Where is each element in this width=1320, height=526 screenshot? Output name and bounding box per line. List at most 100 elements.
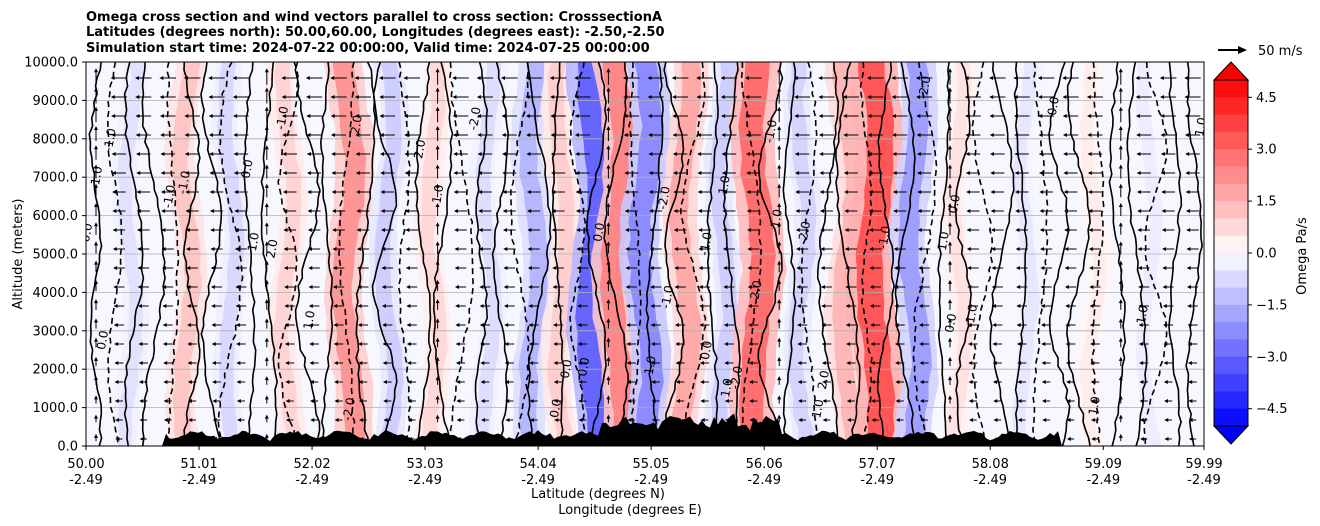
wind-vector-head [264,87,269,92]
wind-vector-head [111,114,116,118]
wind-vector-head [527,266,532,270]
wind-vector-head [1038,114,1043,118]
wind-vector-head [264,395,269,400]
wind-vector-head [453,152,458,156]
wind-vector-head [649,247,654,251]
wind-vector-head [1017,399,1022,403]
wind-vector-head [505,418,510,422]
wind-vector-head [138,342,143,346]
wind-vector-head [1118,106,1123,111]
wind-vector-head [623,133,628,137]
wind-vector-head [948,125,952,130]
wind-vector-head [720,76,725,80]
wind-vector-head [136,190,141,194]
wind-vector-head [1135,95,1140,99]
wind-vector-head [111,133,116,137]
wind-vector-head [647,95,652,99]
x-axis-label-lon: Longitude (degrees E) [558,503,702,518]
wind-vector-head [917,171,922,175]
wind-vector-head [407,361,412,365]
contour-line [414,62,432,446]
wind-vector-head [868,190,873,194]
wind-vector-head [94,241,98,246]
wind-vector-head [650,304,655,308]
contour-label: -2.0 [728,365,746,390]
wind-vector-head [331,209,336,213]
wind-vector-head [309,380,314,384]
wind-vector-head [435,164,440,169]
wind-vector-head [965,114,970,118]
wind-vector-head [650,342,655,346]
wind-vector-head [357,285,362,289]
wind-vector-head [965,171,970,175]
wind-vector-head [777,145,782,150]
contour-line [448,62,475,446]
wind-vector-head [895,418,900,422]
contour-line [585,62,608,446]
wind-vector-head [700,380,705,384]
contour-label: -1.0 [767,208,785,233]
wind-vector-head [1066,380,1071,384]
contour-line [277,62,300,446]
wind-vector-head [989,114,994,118]
wind-vector-head [551,228,556,232]
wind-vector-head [282,133,287,137]
wind-vector-head [868,228,873,232]
wind-vector-head [186,304,191,308]
colorbar-level [1214,218,1248,237]
wind-vector-head [673,228,678,232]
wind-vector-head [453,209,458,213]
wind-vector-head [1188,437,1193,441]
wind-vector-head [112,247,117,251]
wind-vector-head [1162,304,1167,308]
wind-vector-head [307,190,312,194]
wind-vector-head [575,190,580,194]
wind-vector-head [651,399,656,403]
contour-line [319,62,334,446]
wind-vector-head [333,323,338,327]
wind-vector-head [777,376,782,381]
wind-vector-head [1163,342,1168,346]
x-tick-label-lon: -2.49 [521,473,555,488]
wind-vector-head [845,304,850,308]
wind-vector-head [264,279,269,284]
wind-vector-head [264,125,269,130]
wind-vector-head [1164,418,1169,422]
y-tick-label: 8000.0 [33,132,79,147]
contour-line [937,62,951,446]
wind-vector-head [948,183,952,188]
wind-vector-head [821,323,826,327]
wind-vector-head [624,190,629,194]
x-tick-label-lat: 57.07 [859,457,896,472]
wind-vector-head [698,228,703,232]
wind-vector-head [163,399,168,403]
wind-vector-head [382,323,387,327]
wind-vector-head [1014,171,1019,175]
wind-vector-head [1013,76,1018,80]
wind-vector-head [435,87,440,92]
contour-line [371,62,398,446]
colorbar-level [1214,183,1248,202]
wind-vector-head [1138,323,1143,327]
wind-vector-head [553,323,558,327]
wind-vector-head [948,222,952,227]
wind-vector-head [991,266,996,270]
wind-vector-head [380,171,385,175]
wind-vector-head [406,342,411,346]
wind-vector-head [724,361,729,365]
wind-vector-head [526,152,531,156]
wind-vector-head [671,76,676,80]
wind-vector-head [435,395,440,400]
y-axis-label: Altitude (meters) [11,199,26,310]
colorbar-tick-label: 3.0 [1256,143,1277,158]
wind-vector-head [948,241,952,246]
wind-vector-head [623,95,628,99]
wind-vector-head [1062,133,1067,137]
x-tick-label-lat: 50.00 [67,457,104,472]
contour-label: 1.0 [809,398,826,419]
wind-vector-head [94,106,98,111]
wind-vector-head [208,95,213,99]
wind-vector-head [793,76,798,80]
wind-vector-head [748,380,753,384]
wind-vector-head [845,285,850,289]
